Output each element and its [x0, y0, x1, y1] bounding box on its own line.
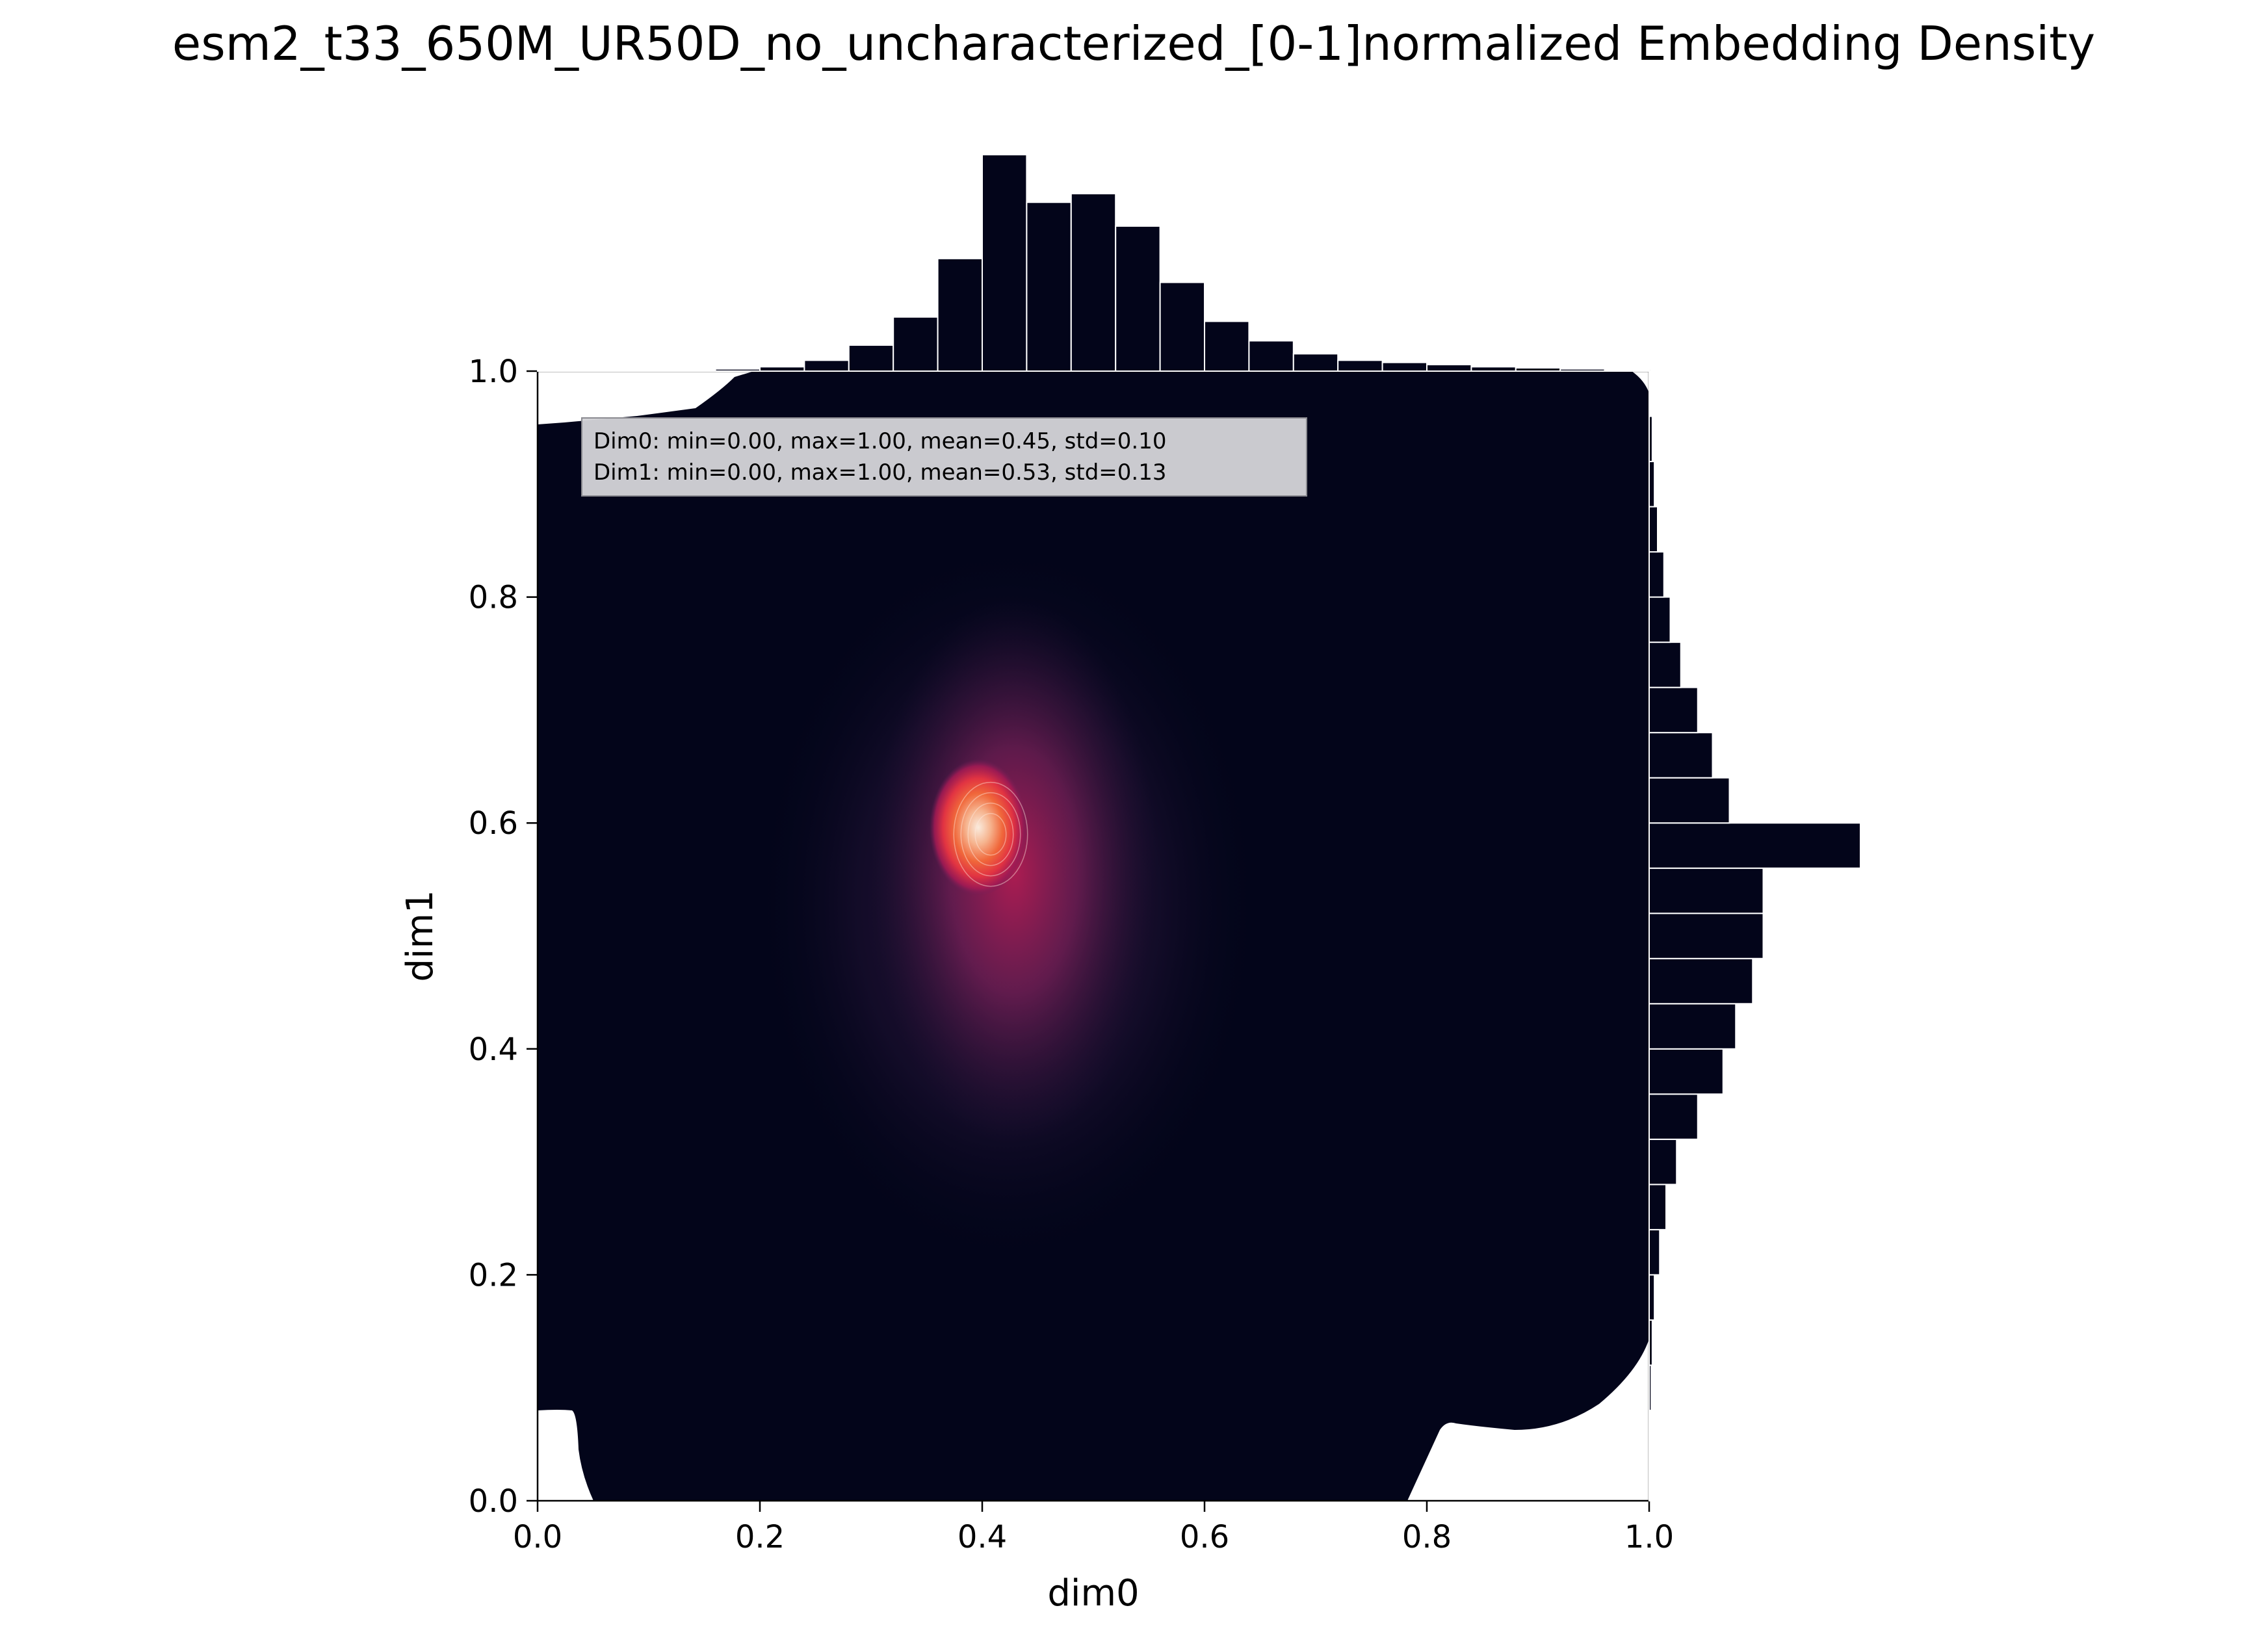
chart-title: esm2_t33_650M_UR50D_no_uncharacterized_[… — [172, 16, 2095, 71]
density-contours — [953, 781, 1028, 887]
marginal-y-bar — [1649, 1184, 1667, 1230]
marginal-x-bar — [670, 369, 716, 372]
x-tick-label: 0.8 — [1402, 1519, 1452, 1555]
marginal-x-bar — [1426, 364, 1472, 372]
marginal-x-bar — [1204, 320, 1250, 372]
x-tick-label: 0.2 — [735, 1519, 785, 1555]
marginal-x-bar — [893, 316, 939, 372]
y-axis-label: dim1 — [399, 890, 441, 981]
density-contour — [967, 802, 1014, 866]
marginal-y-bar — [1649, 913, 1764, 959]
marginal-y-bar — [1649, 867, 1764, 914]
marginal-x-bar — [937, 257, 983, 372]
marginal-x-bar — [1470, 366, 1517, 372]
y-tick-label: 1.0 — [469, 354, 518, 390]
marginal-x-bar — [1381, 361, 1428, 372]
marginal-y-bar — [1649, 1274, 1656, 1321]
marginal-y-bar — [1649, 596, 1671, 643]
y-tick-label: 0.2 — [469, 1257, 518, 1293]
stats-line-dim0: Dim0: min=0.00, max=1.00, mean=0.45, std… — [593, 428, 1167, 454]
marginal-x-bar — [982, 154, 1028, 372]
marginal-x-bar — [581, 370, 627, 372]
marginal-x-bar — [1026, 201, 1072, 372]
marginal-y-bar — [1649, 1138, 1678, 1186]
marginal-x-bar — [1337, 359, 1383, 372]
marginal-y-bar — [1649, 686, 1699, 734]
density-contour — [960, 792, 1021, 877]
marginal-x-bar — [1070, 192, 1117, 372]
marginal-y-bar — [1649, 777, 1730, 824]
marginal-y-bar — [1649, 957, 1754, 1005]
x-axis-ticks: 0.0 0.2 0.4 0.6 0.8 1.0 — [513, 1501, 1674, 1555]
density-peak — [930, 759, 1027, 896]
marginal-y-bar — [1649, 1364, 1652, 1411]
x-tick-label: 0.4 — [958, 1519, 1007, 1555]
marginal-y-bar — [1649, 1319, 1653, 1366]
x-tick-label: 0.6 — [1180, 1519, 1229, 1555]
marginal-y-bar — [1649, 1455, 1650, 1501]
marginal-y-bar — [1649, 415, 1653, 463]
y-tick-label: 0.0 — [469, 1483, 518, 1520]
y-tick-label: 0.8 — [469, 580, 518, 616]
marginal-y-bar — [1649, 1228, 1661, 1276]
marginal-x-bar — [1159, 281, 1205, 372]
marginal-x-bar — [625, 369, 672, 372]
marginal-y-bar — [1649, 732, 1714, 779]
marginal-x-bar — [1292, 353, 1339, 372]
marginal-x-bar — [759, 366, 805, 372]
x-tick-label: 0.0 — [513, 1519, 562, 1555]
marginal-x-bar — [1515, 367, 1561, 372]
stats-line-dim1: Dim1: min=0.00, max=1.00, mean=0.53, std… — [593, 460, 1167, 486]
marginal-x-bar — [803, 359, 850, 372]
marginal-y-bar — [1649, 642, 1682, 688]
x-axis-label: dim0 — [1047, 1572, 1139, 1615]
stats-box-background — [581, 417, 1307, 497]
marginal-y-bar — [1649, 506, 1658, 553]
marginal-x-bar — [1559, 368, 1606, 372]
marginal-x-bar — [537, 370, 583, 372]
y-axis-ticks: 0.0 0.2 0.4 0.6 0.8 1.0 — [469, 354, 538, 1520]
marginal-y-bar — [1649, 822, 1861, 869]
x-tick-label: 1.0 — [1624, 1519, 1674, 1555]
density-contour — [953, 781, 1028, 887]
density-plot — [538, 371, 1649, 1501]
stats-box: Dim0: min=0.00, max=1.00, mean=0.45, std… — [581, 417, 1307, 497]
marginal-x-bar — [1115, 225, 1161, 372]
marginal-x-bar — [1248, 340, 1294, 372]
marginal-y-bar — [1649, 1409, 1651, 1457]
marginal-y-bar — [1649, 1048, 1724, 1095]
marginal-x-bar — [848, 344, 894, 372]
marginal-x-bar — [1604, 369, 1650, 372]
y-tick-label: 0.4 — [469, 1031, 518, 1068]
y-tick-label: 0.6 — [469, 805, 518, 842]
marginal-y-histogram — [1649, 370, 1861, 1501]
marginal-x-bar — [714, 368, 761, 372]
marginal-y-bar — [1649, 1093, 1699, 1140]
marginal-y-bar — [1649, 551, 1665, 598]
marginal-y-bar — [1649, 370, 1651, 417]
marginal-x-histogram — [537, 154, 1650, 372]
marginal-y-bar — [1649, 461, 1656, 508]
density-contour — [974, 812, 1007, 856]
marginal-y-bar — [1649, 1003, 1737, 1050]
